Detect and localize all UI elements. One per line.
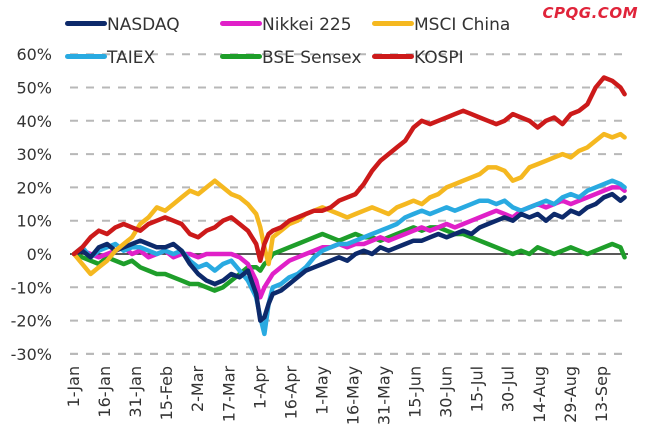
y-tick-label: 60% [16, 45, 52, 64]
gridlines [70, 53, 628, 355]
x-tick-label: 13-Sep [592, 366, 611, 422]
legend-label: Nikkei 225 [262, 15, 352, 35]
x-tick-label: 16-Jan [95, 366, 114, 418]
legend-label: TAIEX [106, 48, 155, 68]
series-lines [71, 75, 627, 337]
legend-swatch [65, 21, 107, 26]
legend-swatch [372, 21, 414, 26]
legend-label: MSCI China [414, 15, 510, 35]
x-tick-label: 15-Jul [468, 366, 487, 412]
watermark: CPQG.COM [540, 4, 640, 22]
y-tick-label: 30% [16, 145, 52, 164]
x-tick-label: 31-May [375, 366, 394, 425]
legend-label: NASDAQ [107, 15, 180, 35]
y-axis-ticks: 60% 50% 40% 30% 20% 10% 0% -10% -20% -30% [11, 45, 52, 364]
x-tick-label: 1-May [312, 366, 331, 415]
y-tick-label: -30% [11, 345, 52, 364]
y-tick-label: 10% [16, 212, 52, 231]
x-tick-label: 16-May [343, 366, 362, 425]
series-line-kospi [71, 75, 627, 263]
y-tick-label: 0% [27, 245, 52, 264]
legend-swatch [65, 54, 107, 59]
x-tick-label: 30-Jun [437, 366, 456, 418]
y-tick-label: 20% [16, 178, 52, 197]
series-line-bse-sensex [71, 225, 627, 293]
x-tick-label: 16-Apr [281, 365, 300, 419]
x-tick-label: 2-Mar [188, 365, 207, 412]
x-tick-label: 17-Mar [219, 365, 238, 422]
series-line-msci-china [71, 131, 627, 277]
x-tick-label: 1-Apr [250, 365, 269, 409]
y-tick-label: -10% [11, 278, 52, 297]
x-tick-label: 29-Aug [561, 366, 580, 423]
x-tick-label: 15-Jun [406, 366, 425, 418]
legend-label: KOSPI [414, 48, 464, 68]
legend-label: BSE Sensex [262, 48, 361, 68]
x-axis-ticks: 1-Jan 16-Jan 31-Jan 15-Feb 2-Mar 17-Mar 1-Apr 1… [64, 365, 611, 425]
x-tick-label: 31-Jan [126, 366, 145, 418]
y-tick-label: 40% [16, 112, 52, 131]
series-line-taiex [71, 178, 627, 337]
x-tick-label: 15-Feb [157, 366, 176, 420]
x-tick-label: 14-Aug [530, 366, 549, 423]
y-tick-label: -20% [11, 312, 52, 331]
legend-swatch [220, 54, 262, 59]
x-tick-label: 1-Jan [64, 366, 83, 408]
x-tick-label: 30-Jul [499, 366, 518, 412]
legend: NASDAQ Nikkei 225 MSCI China TAIEX BSE Sense… [65, 15, 510, 68]
legend-swatch [372, 54, 414, 59]
y-tick-label: 50% [16, 79, 52, 98]
legend-swatch [220, 21, 262, 26]
series-line-nasdaq [71, 191, 627, 323]
